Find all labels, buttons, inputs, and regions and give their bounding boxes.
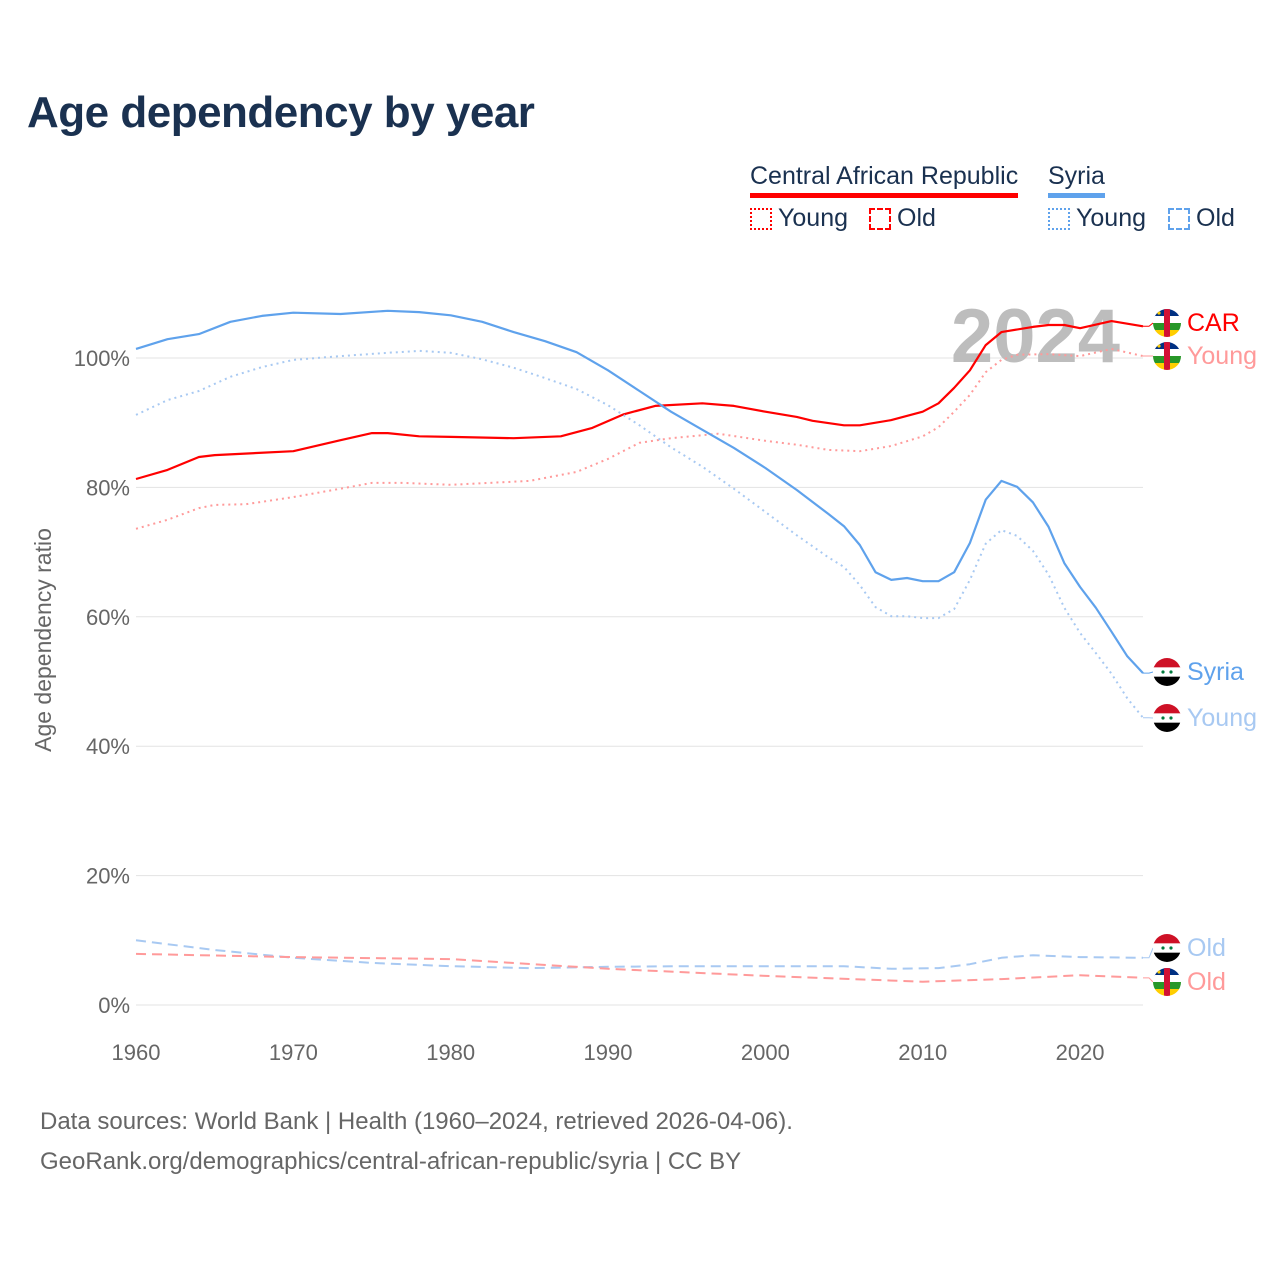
legend-label: Young	[1076, 204, 1146, 232]
series-line	[135, 347, 1144, 530]
series-line	[135, 320, 1144, 481]
footer-sources: Data sources: World Bank | Health (1960–…	[40, 1108, 793, 1135]
y-axis-label: Age dependency ratio	[30, 528, 56, 752]
y-tick-label: 40%	[86, 734, 130, 759]
series-syria-old: Old	[135, 934, 1226, 970]
series-line	[135, 939, 1144, 970]
syria-flag-icon	[1153, 934, 1181, 962]
flag-stripe	[1153, 713, 1181, 724]
series-end-label: Old	[1187, 968, 1226, 996]
flag-stripe	[1153, 667, 1181, 678]
series-line	[135, 349, 1144, 719]
series-syria-young: Young	[135, 349, 1257, 732]
series-end-label: Young	[1187, 342, 1257, 370]
legend-label: Old	[897, 204, 936, 232]
x-tick-label: 1970	[269, 1040, 318, 1065]
flag-star	[1161, 716, 1165, 720]
flag-stripe	[1153, 943, 1181, 954]
series-end-label: Young	[1187, 704, 1257, 732]
x-tick-label: 1960	[112, 1040, 161, 1065]
car-flag-icon	[1153, 968, 1181, 996]
flag-star	[1157, 970, 1161, 974]
series-car-old: Old	[135, 952, 1226, 996]
syria-flag-icon	[1153, 658, 1181, 686]
y-tick-label: 100%	[74, 346, 130, 371]
flag-vertical-stripe	[1164, 342, 1170, 370]
series-car-young: Young	[135, 342, 1257, 530]
label-leader-line	[1143, 671, 1154, 674]
legend-car-old[interactable]: Old	[869, 204, 936, 233]
flag-star	[1169, 670, 1173, 674]
dashed-swatch-icon	[869, 207, 891, 230]
y-tick-label: 20%	[86, 864, 130, 889]
series-car: CAR	[135, 309, 1240, 481]
legend-label: Young	[778, 204, 848, 232]
flag-vertical-stripe	[1164, 968, 1170, 996]
series-line	[135, 309, 1144, 674]
label-leader-line	[1143, 322, 1154, 327]
label-leader-line	[1143, 977, 1154, 983]
flag-star	[1161, 670, 1165, 674]
footer-link[interactable]: GeoRank.org/demographics/central-african…	[40, 1148, 742, 1175]
flag-stripe	[1153, 704, 1181, 714]
series-line	[135, 952, 1144, 983]
y-tick-label: 60%	[86, 605, 130, 630]
car-flag-icon	[1153, 342, 1181, 370]
year-watermark: 2024	[951, 294, 1120, 379]
dotted-swatch-icon	[1048, 207, 1070, 230]
legend-syria-young[interactable]: Young	[1048, 204, 1146, 233]
label-leader-line	[1143, 947, 1154, 959]
car-flag-icon	[1153, 309, 1181, 337]
x-tick-label: 2020	[1056, 1040, 1105, 1065]
x-tick-label: 1990	[584, 1040, 633, 1065]
y-tick-label: 80%	[86, 475, 130, 500]
syria-flag-icon	[1153, 704, 1181, 732]
flag-stripe	[1153, 658, 1181, 668]
dotted-swatch-icon	[750, 207, 772, 230]
x-tick-label: 2010	[898, 1040, 947, 1065]
flag-star	[1161, 946, 1165, 950]
flag-stripe	[1153, 952, 1181, 962]
series-syria: Syria	[135, 309, 1244, 686]
flag-star	[1157, 311, 1161, 315]
flag-stripe	[1153, 934, 1181, 944]
flag-star	[1169, 716, 1173, 720]
series-end-label: Syria	[1187, 658, 1244, 686]
x-tick-label: 1980	[426, 1040, 475, 1065]
flag-vertical-stripe	[1164, 309, 1170, 337]
flag-star	[1169, 946, 1173, 950]
legend-syria-old[interactable]: Old	[1168, 204, 1235, 233]
legend-label: Old	[1196, 204, 1235, 232]
legend-country-syria[interactable]: Syria	[1048, 162, 1105, 198]
flag-stripe	[1153, 722, 1181, 732]
legend-country-car[interactable]: Central African Republic	[750, 162, 1019, 198]
dashed-swatch-icon	[1168, 207, 1190, 230]
chart-title: Age dependency by year	[27, 88, 535, 137]
series-end-label: CAR	[1187, 309, 1240, 337]
legend-car-young[interactable]: Young	[750, 204, 848, 233]
y-tick-label: 0%	[98, 993, 130, 1018]
x-tick-label: 2000	[741, 1040, 790, 1065]
series-end-label: Old	[1187, 934, 1226, 962]
flag-star	[1157, 344, 1161, 348]
flag-stripe	[1153, 676, 1181, 686]
